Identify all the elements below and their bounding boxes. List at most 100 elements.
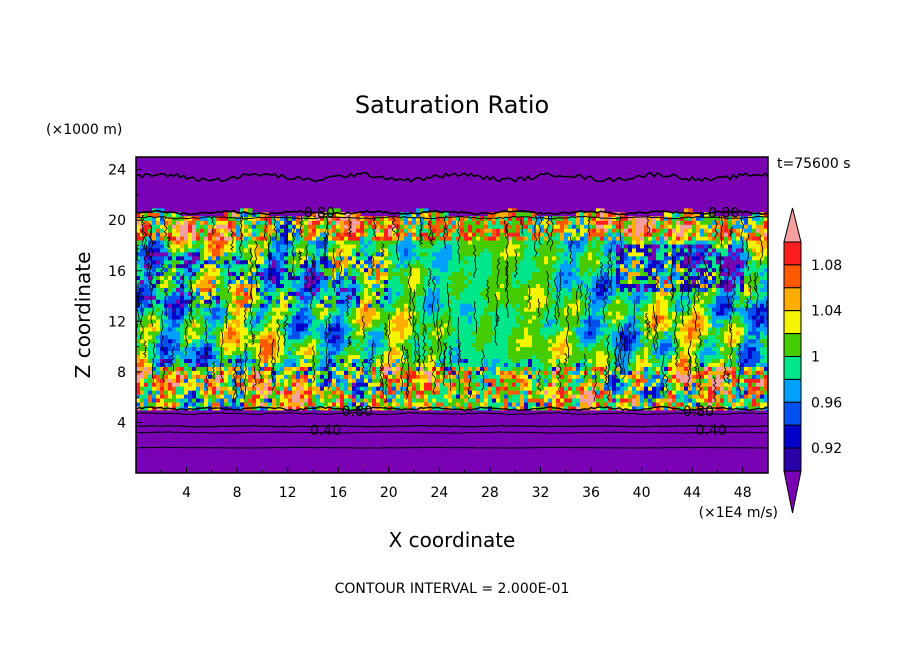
field-cell (448, 287, 453, 292)
field-cell (156, 267, 161, 273)
field-cell (484, 315, 489, 320)
field-cell (460, 303, 465, 308)
field-cell (248, 366, 253, 371)
field-cell (440, 394, 445, 399)
field-cell (200, 236, 205, 241)
field-cell (192, 307, 197, 312)
field-cell (420, 220, 425, 225)
field-cell (272, 401, 277, 407)
field-cell (524, 224, 529, 229)
field-cell (392, 382, 397, 387)
field-cell (248, 394, 253, 399)
field-cell (268, 401, 273, 407)
field-cell (136, 366, 141, 371)
field-cell (276, 394, 281, 399)
field-cell (360, 346, 365, 352)
field-cell (144, 236, 149, 241)
field-cell (248, 378, 253, 383)
field-cell (168, 390, 173, 395)
field-cell (480, 287, 485, 292)
field-cell (500, 330, 505, 336)
field-cell (444, 322, 449, 328)
field-cell (312, 394, 317, 399)
field-cell (296, 236, 301, 241)
field-cell (380, 275, 385, 281)
field-cell (212, 322, 217, 328)
field-cell (304, 243, 309, 249)
field-cell (164, 224, 169, 229)
field-cell (268, 216, 273, 221)
field-cell (188, 401, 193, 407)
field-cell (484, 350, 489, 356)
field-cell (312, 228, 317, 233)
field-cell (372, 338, 377, 344)
field-cell (388, 287, 393, 292)
field-cell (340, 354, 345, 360)
field-cell (204, 228, 209, 233)
field-cell (268, 220, 273, 225)
field-cell (300, 322, 305, 328)
field-cell (140, 216, 145, 221)
field-cell (508, 216, 513, 221)
field-cell (524, 299, 529, 304)
field-cell (268, 303, 273, 308)
field-cell (308, 279, 313, 284)
field-cell (352, 366, 357, 371)
field-cell (268, 370, 273, 375)
field-cell (168, 401, 173, 407)
field-cell (348, 287, 353, 292)
field-cell (476, 263, 481, 269)
field-cell (444, 212, 449, 217)
field-cell (212, 334, 217, 340)
field-cell (444, 259, 449, 265)
field-cell (320, 283, 325, 288)
field-cell (412, 386, 417, 391)
field-cell (184, 374, 189, 379)
field-cell (200, 362, 205, 367)
field-cell (148, 326, 153, 332)
field-cell (516, 374, 521, 379)
field-cell (200, 334, 205, 340)
field-cell (320, 224, 325, 229)
field-cell (344, 311, 349, 316)
field-cell (204, 251, 209, 257)
field-cell (396, 311, 401, 316)
field-cell (244, 330, 249, 336)
field-cell (336, 362, 341, 367)
field-cell (408, 303, 413, 308)
field-cell (488, 247, 493, 253)
field-cell (180, 224, 185, 229)
field-cell (208, 334, 213, 340)
field-cell (156, 374, 161, 379)
field-cell (268, 338, 273, 344)
field-cell (416, 370, 421, 375)
field-cell (528, 362, 533, 367)
field-cell (184, 358, 189, 363)
field-cell (520, 334, 525, 340)
field-cell (312, 299, 317, 304)
field-cell (316, 322, 321, 328)
field-cell (256, 346, 261, 352)
field-cell (444, 311, 449, 316)
field-cell (260, 374, 265, 379)
field-cell (524, 267, 529, 273)
field-cell (196, 394, 201, 399)
field-cell (476, 334, 481, 340)
field-cell (384, 318, 389, 324)
field-cell (332, 283, 337, 288)
field-cell (192, 247, 197, 253)
field-cell (492, 358, 497, 363)
field-cell (432, 243, 437, 249)
field-cell (372, 228, 377, 233)
field-cell (320, 303, 325, 308)
field-cell (224, 239, 229, 245)
field-cell (324, 378, 329, 383)
field-cell (428, 366, 433, 371)
field-cell (468, 271, 473, 277)
field-cell (204, 224, 209, 229)
field-cell (472, 283, 477, 288)
field-cell (188, 374, 193, 379)
field-cell (244, 239, 249, 245)
field-cell (424, 239, 429, 245)
field-cell (384, 283, 389, 288)
